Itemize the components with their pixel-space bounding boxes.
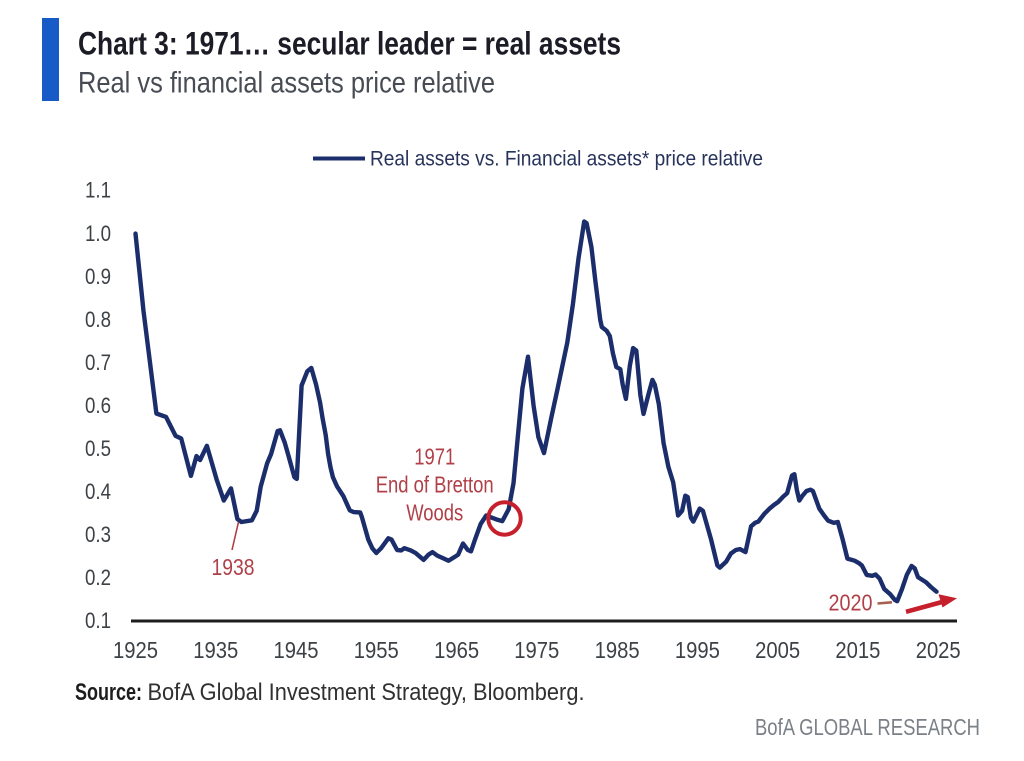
svg-text:End of Bretton: End of Bretton	[376, 472, 494, 498]
svg-text:1985: 1985	[595, 637, 640, 663]
svg-text:0.6: 0.6	[85, 393, 111, 418]
svg-text:2020: 2020	[829, 589, 873, 615]
svg-text:1.1: 1.1	[85, 178, 111, 203]
svg-text:Source:: Source:	[75, 679, 142, 706]
svg-text:0.2: 0.2	[85, 565, 111, 590]
svg-text:1965: 1965	[434, 637, 479, 663]
svg-text:Chart 3: 1971… secular leader: Chart 3: 1971… secular leader = real ass…	[78, 26, 621, 62]
svg-text:2005: 2005	[755, 637, 800, 663]
svg-text:Real vs financial assets price: Real vs financial assets price relative	[78, 67, 495, 100]
svg-text:1975: 1975	[514, 637, 559, 663]
svg-text:1925: 1925	[113, 637, 158, 663]
svg-text:1955: 1955	[354, 637, 399, 663]
svg-text:0.4: 0.4	[85, 479, 111, 504]
svg-text:0.5: 0.5	[85, 436, 111, 461]
svg-text:0.8: 0.8	[85, 307, 111, 332]
svg-text:1945: 1945	[274, 637, 319, 663]
svg-text:1.0: 1.0	[85, 221, 111, 246]
svg-text:0.7: 0.7	[85, 350, 111, 375]
svg-text:2025: 2025	[916, 637, 961, 663]
svg-text:BofA Global Investment Strateg: BofA Global Investment Strategy, Bloombe…	[148, 679, 585, 706]
svg-text:0.1: 0.1	[85, 608, 111, 633]
svg-text:2015: 2015	[835, 637, 880, 663]
svg-text:1971: 1971	[414, 444, 455, 470]
svg-text:0.3: 0.3	[85, 522, 111, 547]
svg-text:Woods: Woods	[406, 500, 463, 526]
svg-text:1938: 1938	[212, 554, 255, 580]
svg-text:BofA GLOBAL RESEARCH: BofA GLOBAL RESEARCH	[755, 714, 980, 740]
svg-text:1995: 1995	[675, 637, 720, 663]
svg-text:1935: 1935	[193, 637, 238, 663]
svg-text:Real assets vs. Financial asse: Real assets vs. Financial assets* price …	[370, 147, 763, 171]
svg-text:0.9: 0.9	[85, 264, 111, 289]
